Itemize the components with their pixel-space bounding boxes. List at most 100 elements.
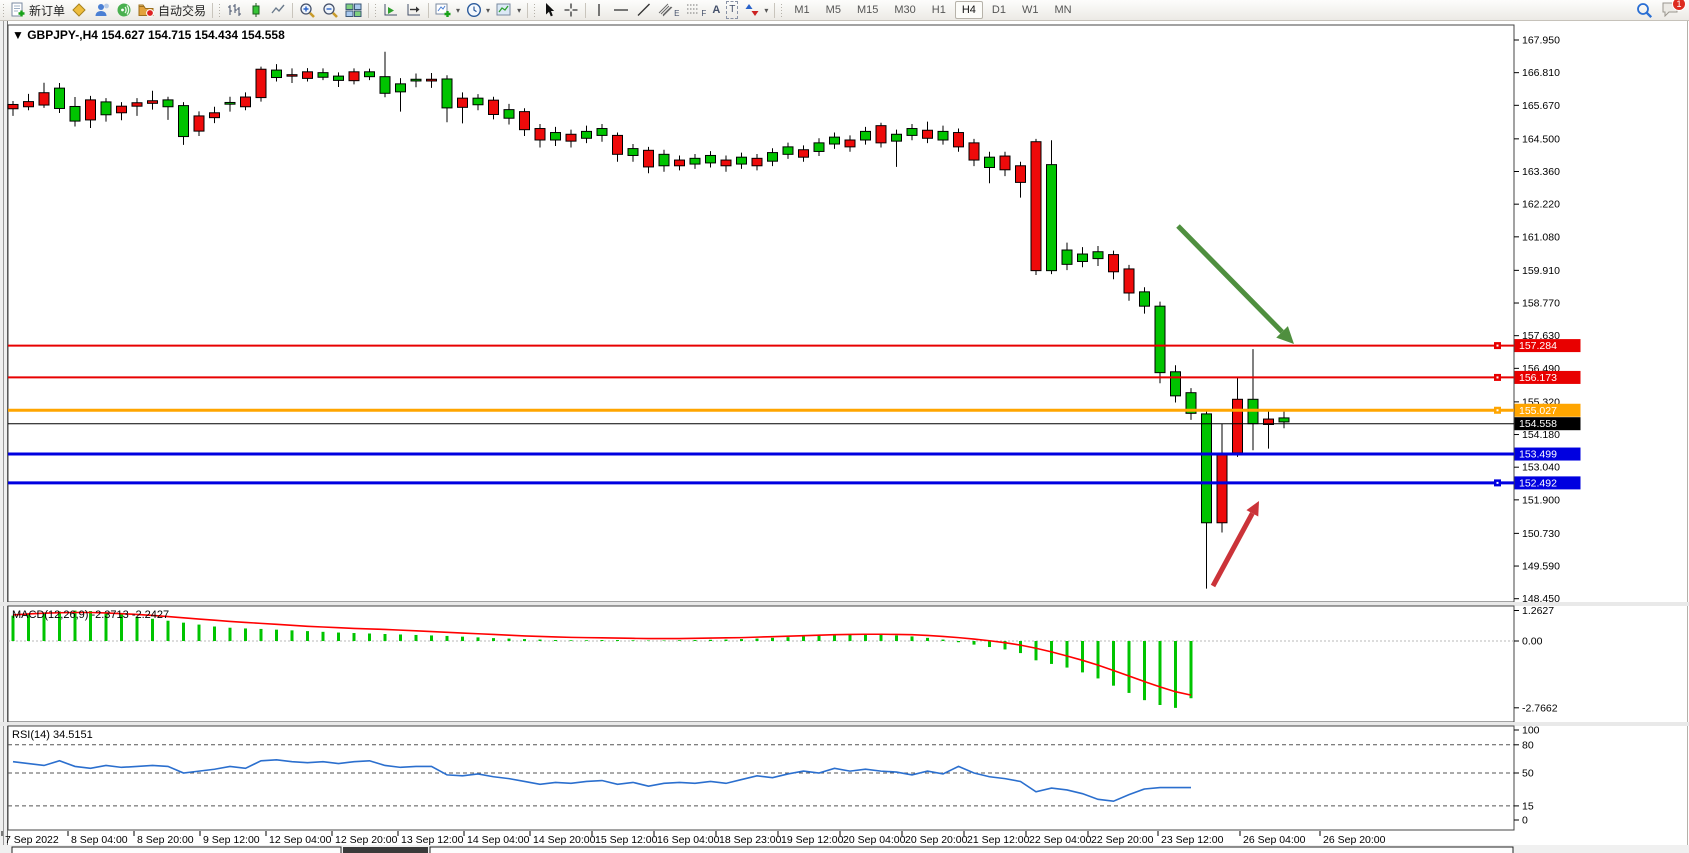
auto-scroll-button[interactable] [402,1,425,20]
candle-body [643,149,654,168]
time-tick-label[interactable]: 14 Sep 04:00 [467,834,530,846]
time-tick-label[interactable]: 7 Sep 2022 [5,834,59,846]
window-tab[interactable] [11,846,342,853]
price-tick-label: 162.220 [1522,199,1560,211]
fibonacci-tool[interactable]: F [682,1,709,20]
equidistant-channel-tool[interactable]: E [655,1,682,20]
auto-scroll-icon [407,4,421,16]
timeframe-button-h1[interactable]: H1 [931,4,946,16]
community-button[interactable] [90,1,113,20]
time-tick-label[interactable]: 16 Sep 04:00 [657,834,720,846]
time-tick-label[interactable]: 15 Sep 12:00 [595,834,658,846]
zoom-out-button[interactable] [319,1,342,20]
time-tick-label[interactable]: 14 Sep 20:00 [533,834,596,846]
down-trend-arrow[interactable] [1176,224,1284,334]
timeframe-button-h4[interactable]: H4 [954,1,983,19]
time-tick-label[interactable]: 20 Sep 20:00 [905,834,968,846]
time-tick-label[interactable]: 9 Sep 12:00 [203,834,260,846]
text-label-tool[interactable]: T [723,1,741,20]
time-tick-label[interactable]: 8 Sep 04:00 [71,834,128,846]
signals-icon [117,3,131,17]
toolbar-separator [774,2,776,18]
candle-body [922,129,933,139]
candle-body [395,83,406,93]
arrows-tool[interactable]: ▾ [741,1,771,20]
time-tick-label[interactable]: 18 Sep 23:00 [719,834,782,846]
text-tool-icon: A [712,4,721,16]
crosshair-button[interactable] [560,1,582,20]
new-order-icon [11,2,25,17]
new-chart-button[interactable]: ▾ [432,1,463,20]
down-trend-arrow-head[interactable] [1276,326,1294,344]
text-label-icon: T [726,1,739,19]
candle-body [565,133,577,142]
candle-body [813,142,825,152]
timeframe-button-m5[interactable]: M5 [825,4,841,16]
candle-body [1154,305,1166,374]
up-reversal-arrow-head[interactable] [1246,501,1259,517]
autotrading-button[interactable]: 自动交易 [135,1,209,20]
up-reversal-arrow[interactable] [1210,512,1255,588]
chart-shift-button[interactable] [379,1,402,20]
candle-body [209,112,220,119]
time-tick-label[interactable]: 22 Sep 20:00 [1091,834,1154,846]
search-icon[interactable] [1636,2,1653,19]
new-order-button[interactable]: 新订单 [7,1,68,20]
notifications-button[interactable]: 1 [1661,0,1686,20]
zoom-in-button[interactable] [296,1,319,20]
time-tick-label[interactable]: 12 Sep 04:00 [269,834,332,846]
line-chart-button[interactable] [267,1,289,20]
time-tick-label[interactable]: 21 Sep 12:00 [967,834,1030,846]
time-tick-label[interactable]: 26 Sep 20:00 [1323,834,1386,846]
time-tick-label[interactable]: 20 Sep 04:00 [843,834,906,846]
candle-body [286,74,298,77]
templates-button[interactable]: ▾ [493,1,524,20]
templates-icon [496,3,511,16]
time-tick-label[interactable]: 12 Sep 20:00 [335,834,398,846]
candle-body [100,101,112,116]
time-tick-label[interactable]: 23 Sep 12:00 [1161,834,1224,846]
bar-chart-icon [228,4,242,16]
profiles-button[interactable] [68,1,90,20]
vertical-line-tool[interactable] [589,1,609,20]
timeframe-button-d1[interactable]: D1 [991,4,1006,16]
tile-windows-button[interactable] [342,1,365,20]
rsi-tick-label: 100 [1522,725,1540,737]
text-tool[interactable]: A [709,1,723,20]
timeframe-button-m30[interactable]: M30 [894,4,916,16]
time-tick-label[interactable]: 22 Sep 04:00 [1029,834,1092,846]
time-tick-label[interactable]: 19 Sep 12:00 [781,834,844,846]
horizontal-line-tool[interactable] [609,1,633,20]
main-price-pane [7,24,1515,603]
candle-body [178,105,189,138]
trendline-tool[interactable] [633,1,655,20]
window-tab-active[interactable] [343,847,428,853]
chart-canvas[interactable]: 167.950 166.810 165.670 164.500 163.360 162.2… [0,21,1689,853]
candlestick-chart-button[interactable] [245,1,267,20]
timeframe-button-m1[interactable]: M1 [794,4,810,16]
bar-chart-button[interactable] [223,1,245,20]
pane-splitter [0,722,1689,726]
timeframe-button-w1[interactable]: W1 [1021,4,1039,16]
time-tick-label[interactable]: 8 Sep 20:00 [137,834,194,846]
price-tag [1514,447,1581,461]
price-tick-label: 164.500 [1522,133,1560,145]
period-button[interactable]: ▾ [463,1,493,20]
time-tick-label[interactable]: 13 Sep 12:00 [401,834,464,846]
time-tick-label[interactable]: 26 Sep 04:00 [1243,834,1306,846]
chart-title: ▼ GBPJPY-,H4 154.627 154.715 154.434 154… [12,28,285,42]
window-tab[interactable] [429,846,1514,853]
channel-letter: E [674,8,680,18]
timeframe-button-m15[interactable]: M15 [856,4,879,16]
candle-body [426,78,437,82]
rsi-pane [7,725,1515,831]
fibonacci-letter: F [701,8,707,18]
signals-button[interactable] [113,1,135,20]
cursor-button[interactable] [538,1,560,20]
candle-body [348,71,360,82]
price-tick-label: 158.770 [1522,298,1560,310]
timeframe-button-mn[interactable]: MN [1054,4,1072,16]
candle-body [844,139,856,148]
candle-body [441,78,453,109]
tile-windows-icon [345,3,362,17]
